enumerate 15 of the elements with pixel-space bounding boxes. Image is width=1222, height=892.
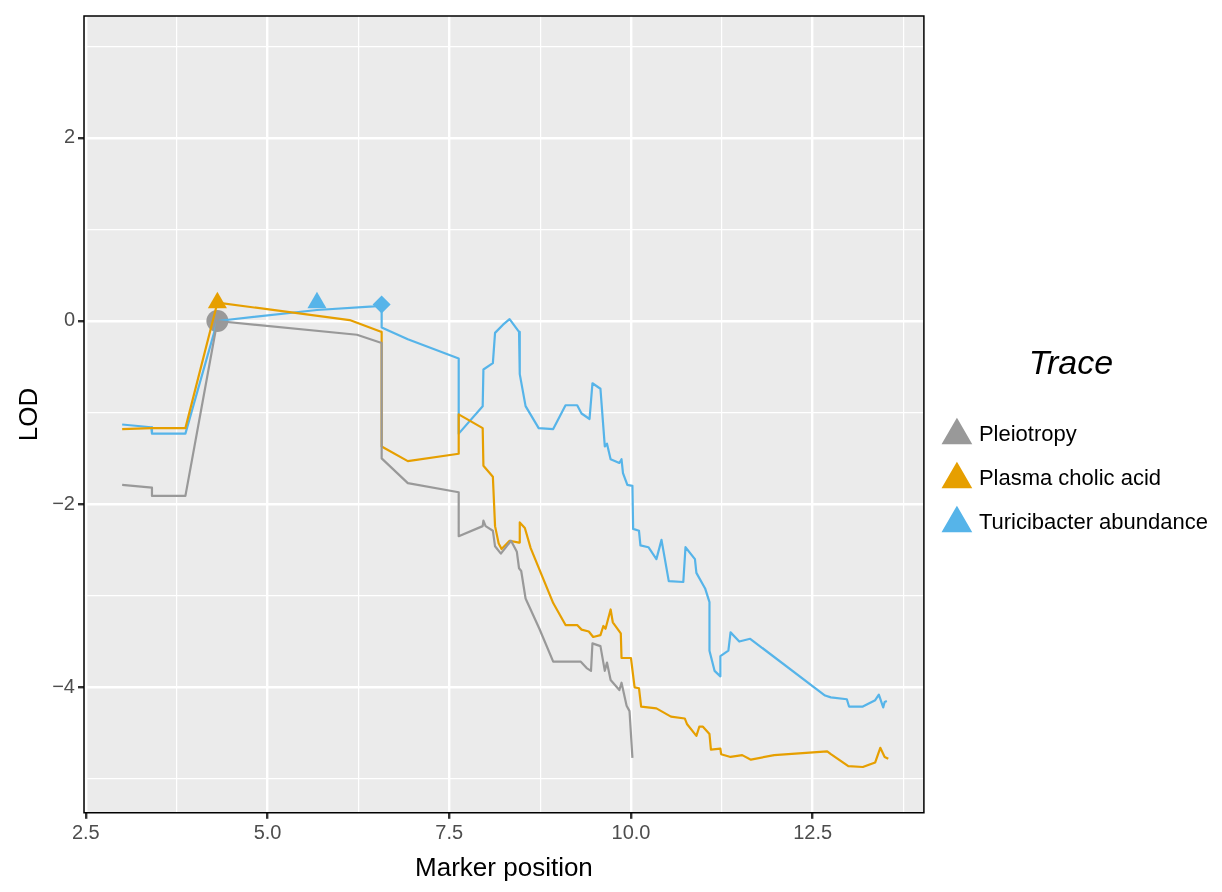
x-tick-label: 5.0	[253, 821, 282, 844]
y-tick-label: 0	[63, 308, 75, 331]
x-tick-label: 7.5	[435, 821, 464, 844]
legend-label: Plasma cholic acid	[978, 465, 1162, 491]
legend-label: Pleiotropy	[978, 421, 1077, 447]
x-tick-label: 2.5	[71, 821, 100, 844]
y-tick-label: −4	[52, 674, 75, 697]
x-tick-label: 10.0	[611, 821, 651, 844]
legend-title: Trace	[1028, 343, 1114, 382]
y-tick-label: −2	[52, 491, 75, 514]
x-axis-title: Marker position	[415, 851, 593, 882]
y-tick-label: 2	[63, 125, 75, 148]
x-tick-label: 12.5	[793, 821, 833, 844]
y-axis-title: LOD	[12, 387, 43, 442]
legend-label: Turicibacter abundance	[978, 509, 1209, 535]
